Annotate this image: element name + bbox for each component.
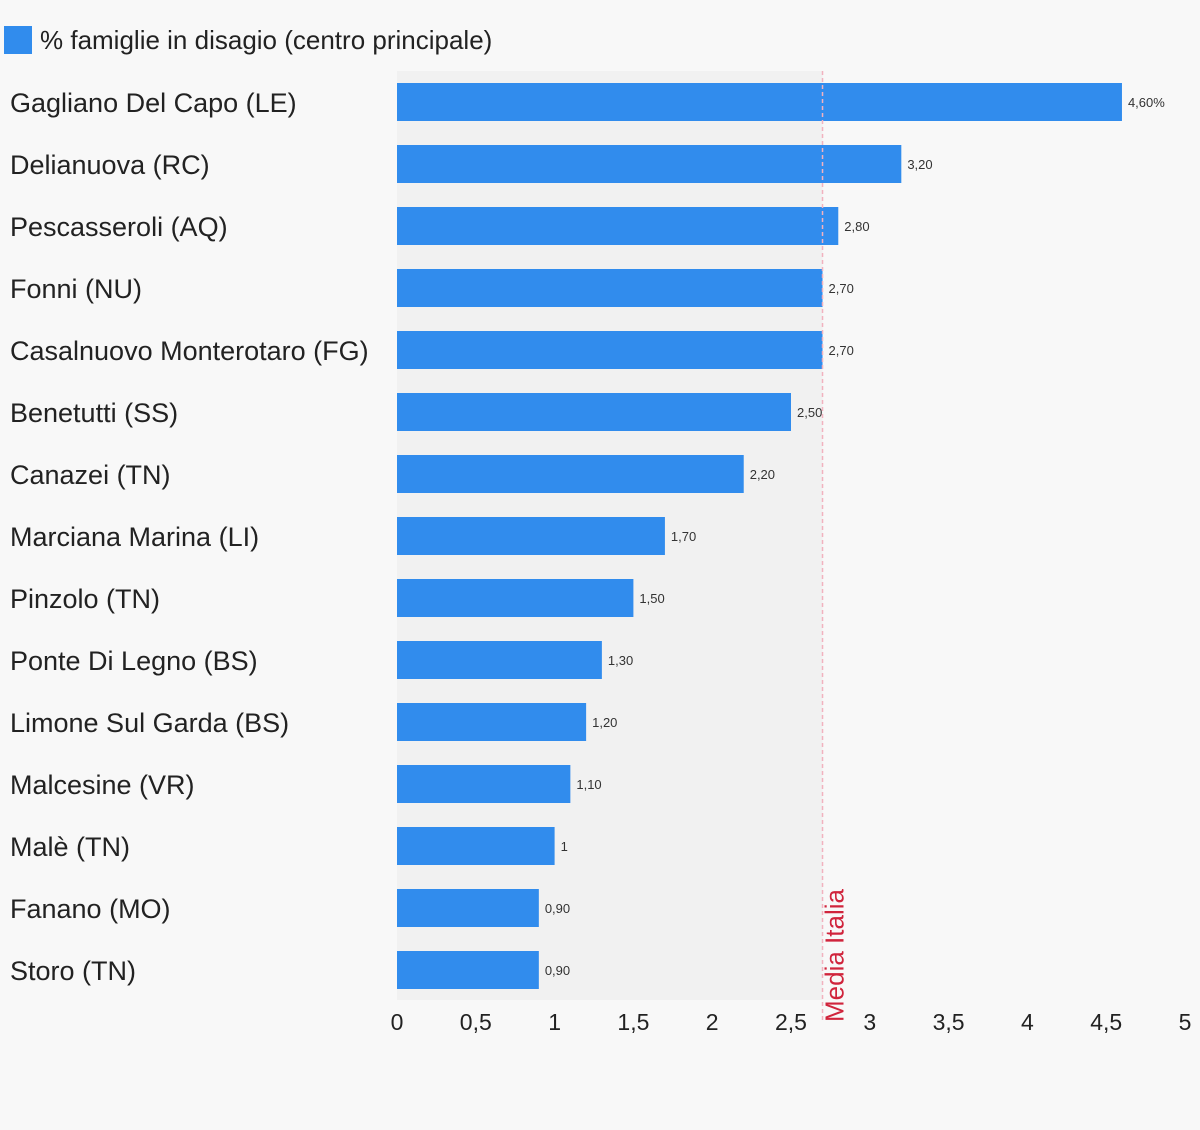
data-label: 2,50 (797, 405, 822, 420)
bar (397, 331, 823, 369)
category-label: Pescasseroli (AQ) (10, 212, 228, 242)
legend-label: % famiglie in disagio (centro principale… (40, 24, 493, 55)
data-label: 0,90 (545, 963, 570, 978)
category-label: Ponte Di Legno (BS) (10, 646, 258, 676)
data-label: 2,70 (829, 343, 854, 358)
x-tick-label: 2,5 (775, 1009, 807, 1035)
legend-swatch (4, 26, 32, 54)
bar (397, 207, 839, 245)
category-label: Malè (TN) (10, 832, 130, 862)
x-tick-label: 3,5 (933, 1009, 965, 1035)
bar (397, 703, 587, 741)
category-label: Delianuova (RC) (10, 150, 210, 180)
data-label: 4,60% (1128, 95, 1165, 110)
bar (397, 455, 744, 493)
data-label: 1,20 (592, 715, 617, 730)
category-label: Canazei (TN) (10, 460, 171, 490)
x-tick-label: 5 (1179, 1009, 1192, 1035)
data-label: 2,20 (750, 467, 775, 482)
category-label: Limone Sul Garda (BS) (10, 708, 289, 738)
x-tick-label: 3 (863, 1009, 876, 1035)
x-tick-label: 1,5 (617, 1009, 649, 1035)
x-tick-label: 4 (1021, 1009, 1034, 1035)
category-label: Casalnuovo Monterotaro (FG) (10, 336, 369, 366)
x-tick-label: 0 (391, 1009, 404, 1035)
category-label: Benetutti (SS) (10, 398, 178, 428)
category-label: Pinzolo (TN) (10, 584, 160, 614)
bar (397, 827, 555, 865)
x-tick-label: 4,5 (1090, 1009, 1122, 1035)
category-label: Fanano (MO) (10, 894, 171, 924)
bar (397, 83, 1122, 121)
x-tick-label: 2 (706, 1009, 719, 1035)
x-tick-label: 0,5 (460, 1009, 492, 1035)
data-label: 1,70 (671, 529, 696, 544)
data-label: 1,30 (608, 653, 633, 668)
bar (397, 641, 602, 679)
category-label: Marciana Marina (LI) (10, 522, 259, 552)
data-label: 2,70 (829, 281, 854, 296)
data-label: 1,50 (639, 591, 664, 606)
bar (397, 951, 539, 989)
bar (397, 579, 634, 617)
data-label: 2,80 (844, 219, 869, 234)
bar (397, 517, 665, 555)
bar (397, 889, 539, 927)
data-label: 1,10 (576, 777, 601, 792)
category-label: Storo (TN) (10, 956, 136, 986)
legend: % famiglie in disagio (centro principale… (4, 24, 492, 56)
reference-line-label: Media Italia (820, 889, 850, 1022)
bar (397, 765, 571, 803)
bar (397, 269, 823, 307)
category-label: Malcesine (VR) (10, 770, 195, 800)
category-label: Fonni (NU) (10, 274, 142, 304)
category-label: Gagliano Del Capo (LE) (10, 88, 297, 118)
x-tick-label: 1 (548, 1009, 561, 1035)
data-label: 0,90 (545, 901, 570, 916)
data-label: 3,20 (907, 157, 932, 172)
data-label: 1 (561, 839, 568, 854)
bar (397, 393, 791, 431)
bar (397, 145, 902, 183)
